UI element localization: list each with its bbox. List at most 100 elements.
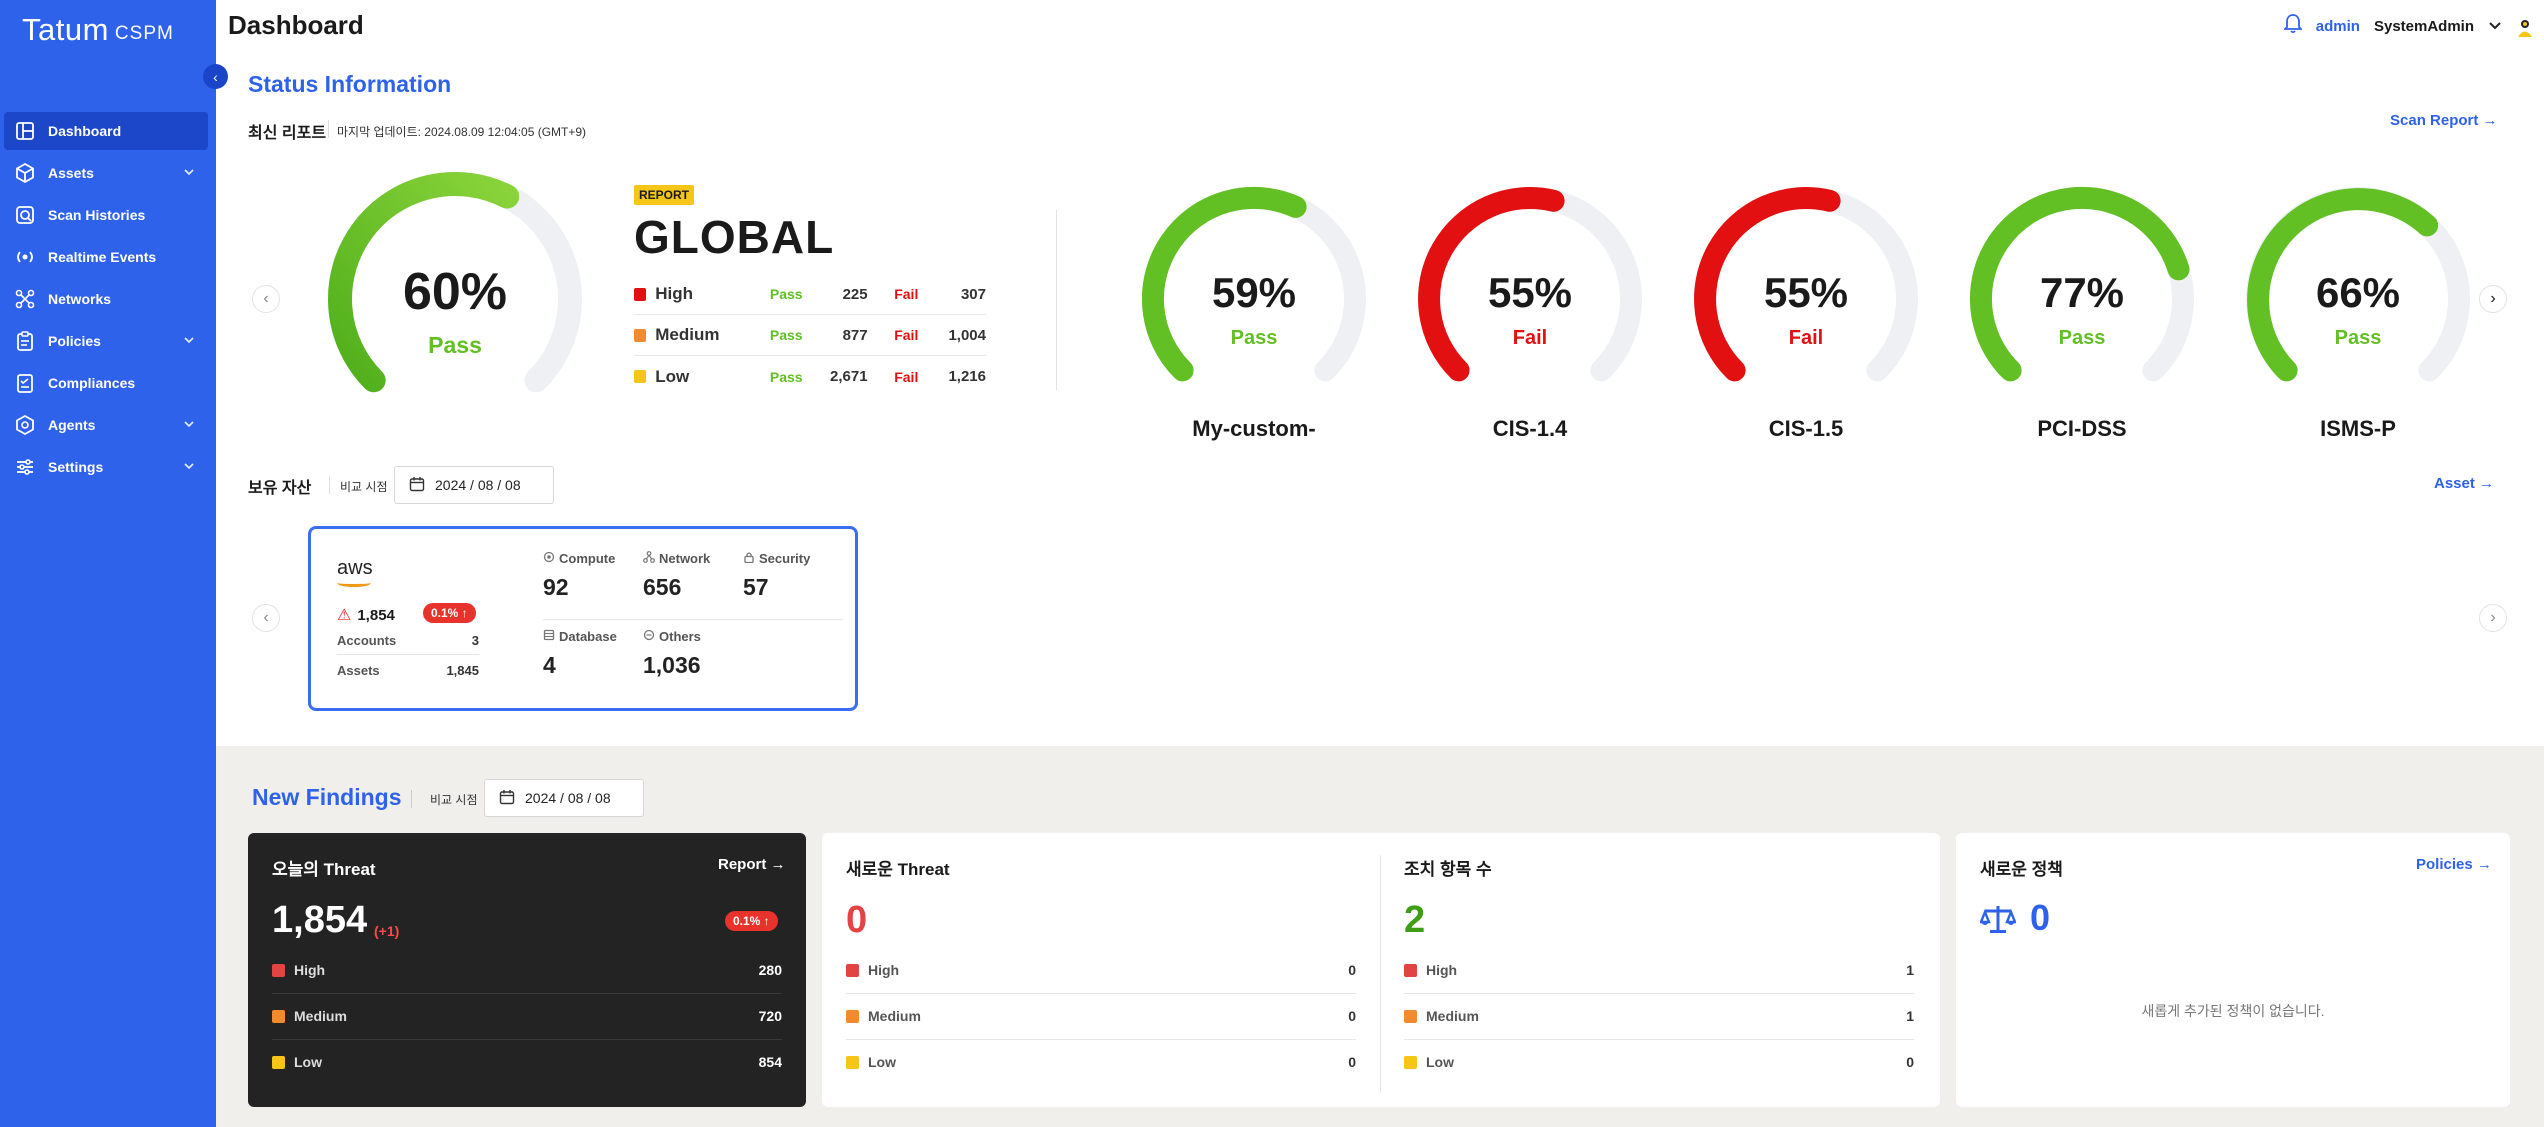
next-asset-button[interactable]: › [2479,604,2507,632]
new-policy-empty: 새롭게 추가된 정책이 없습니다. [2141,1003,2325,1019]
sidebar-item-label: Realtime Events [48,249,157,265]
sidebar-item-compliances[interactable]: Compliances [4,364,208,402]
global-state: Pass [428,332,482,358]
next-report-button[interactable]: › [2479,285,2507,313]
severity-row-high: High Pass 225 Fail 307 [634,274,986,315]
standard-state: Pass [2334,327,2382,349]
assets-section-title: 보유 자산 [248,480,312,497]
standard-name: CIS-1.5 [1768,416,1844,441]
severity-name: Low [655,366,690,386]
arrow-right-icon: → [2479,475,2495,492]
pass-label: Pass [769,286,803,302]
logo[interactable]: Tatum CSPM [22,12,174,48]
database-icon [543,629,555,644]
standard-percent: 66% [2315,269,2401,316]
today-change-badge: 0.1% ↑ [725,911,778,931]
standard-gauge-my-custom[interactable]: 59% Pass [1140,185,1368,413]
scan-report-link[interactable]: Scan Report → [2390,112,2498,129]
standard-gauge-value-arc [2247,188,2439,382]
report-badge: REPORT [634,185,695,205]
logo-sub: CSPM [114,23,174,44]
standard-gauge-cis-1-5[interactable]: 55% Fail [1692,185,1920,413]
sidebar-item-label: Assets [48,165,94,181]
report-link[interactable]: Report → [718,856,786,873]
chevron-down-icon[interactable] [2488,18,2502,35]
findings-section-title: New Findings [252,784,402,810]
sidebar-item-agents[interactable]: Agents [4,406,208,444]
prev-asset-button[interactable]: ‹ [252,604,280,632]
assets-date-picker[interactable]: 2024 / 08 / 08 [394,466,554,504]
chevron-right-icon: › [2490,609,2496,626]
accounts-value: 3 [471,633,479,648]
metric-value: 656 [643,574,682,600]
chevron-down-icon [184,165,194,179]
sidebar-item-settings[interactable]: Settings [4,448,208,486]
standard-gauge-cis-1-4[interactable]: 55% Fail [1416,185,1644,413]
chevron-down-icon [184,459,194,473]
standard-gauge-isms-p[interactable]: 66% Pass [2244,185,2472,413]
severity-color-icon [272,1055,285,1069]
severity-color-icon [634,287,647,301]
sidebar-item-label: Policies [48,333,101,349]
standard-gauge-arc [1970,186,2194,382]
standard-gauge-pci-dss[interactable]: 77% Pass [1968,185,2196,413]
user-role: admin [2315,18,2360,35]
accounts-label: Accounts [337,633,397,648]
metric-value: 92 [543,574,569,600]
lock-icon [743,551,755,566]
list-item: High 280 [272,947,782,993]
standard-name: My-custom- [1192,416,1316,441]
new-policy-card: 새로운 정책 Policies → 0 새롭게 추가된 정책이 없습니다. [1956,833,2510,1107]
standard-name: CIS-1.4 [1492,416,1568,441]
pass-label: Pass [769,368,803,385]
asset-link[interactable]: Asset → [2434,475,2494,492]
divider [272,993,782,994]
avatar[interactable] [2516,18,2534,37]
severity-name: High [868,962,900,978]
aws-asset-card[interactable]: aws ⚠ 1,854 0.1% ↑ Accounts 3 Assets 1,8… [308,526,858,711]
severity-name: Medium [655,325,720,344]
sidebar-item-policies[interactable]: Policies [4,322,208,360]
sliders-icon [14,456,36,478]
asset-link-label: Asset [2434,475,2475,492]
findings-date-picker[interactable]: 2024 / 08 / 08 [484,779,644,817]
policies-link-label: Policies [2416,856,2473,873]
sidebar-item-networks[interactable]: Networks [4,280,208,318]
severity-name: High [655,284,693,303]
sidebar-item-realtime-events[interactable]: Realtime Events [4,238,208,276]
arrow-right-icon: → [2482,112,2498,129]
sidebar-item-dashboard[interactable]: Dashboard [4,112,208,150]
others-icon [643,629,655,644]
sidebar-nav: Dashboard Assets Scan Histories Realtime Ev… [4,112,208,490]
sidebar-item-scan-histories[interactable]: Scan Histories [4,196,208,234]
compare-label: 비교 시점 [430,793,478,807]
severity-count: 854 [758,1054,782,1070]
assets-date-value: 2024 / 08 / 08 [435,477,521,493]
sidebar-item-assets[interactable]: Assets [4,154,208,192]
arrow-right-icon: → [2476,856,2492,873]
user-name[interactable]: SystemAdmin [2373,18,2474,35]
chevron-down-icon [184,417,194,431]
list-item: High 1 [1404,947,1914,993]
compute-icon [543,551,555,566]
scale-icon [1979,903,2017,940]
sidebar-item-label: Scan Histories [48,207,146,223]
standard-percent: 55% [1487,269,1573,316]
status-section-title: Status Information [248,71,452,97]
prev-report-button[interactable]: ‹ [252,285,280,313]
policies-link[interactable]: Policies → [2416,856,2492,873]
severity-count: 1 [1906,962,1914,978]
divider [1380,855,1381,1093]
standard-state: Fail [1512,327,1548,349]
bell-icon[interactable] [2282,14,2303,39]
metric-value: 1,036 [643,652,701,678]
logo-text: Tatum [22,12,109,47]
standard-state: Pass [2058,327,2106,349]
sidebar: Tatum CSPM Dashboard Assets Scan Histories… [0,0,216,1127]
chevron-left-icon: ‹ [213,68,218,85]
new-policy-value: 0 [2030,897,2051,938]
fail-count: 1,004 [948,326,986,344]
aws-change-badge: 0.1% ↑ [423,603,476,623]
collapse-sidebar-button[interactable]: ‹ [203,64,228,89]
aws-threat-value: 1,854 [357,606,395,624]
